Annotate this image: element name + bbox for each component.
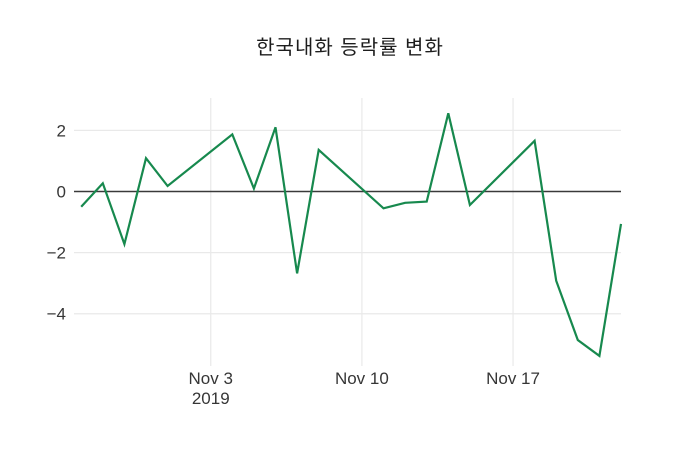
x-tick-label: Nov 3 bbox=[189, 369, 233, 388]
y-tick-label: −4 bbox=[47, 305, 66, 324]
y-tick-label: −2 bbox=[47, 244, 66, 263]
series-line bbox=[80, 113, 623, 358]
chart-title: 한국내화 등락률 변화 bbox=[256, 37, 444, 59]
x-tick-label: Nov 17 bbox=[486, 369, 540, 388]
x-tick-label: Nov 10 bbox=[335, 369, 389, 388]
y-tick-label: 2 bbox=[57, 121, 66, 140]
x-tick-year-label: 2019 bbox=[192, 389, 230, 408]
y-tick-label: 0 bbox=[57, 183, 66, 202]
